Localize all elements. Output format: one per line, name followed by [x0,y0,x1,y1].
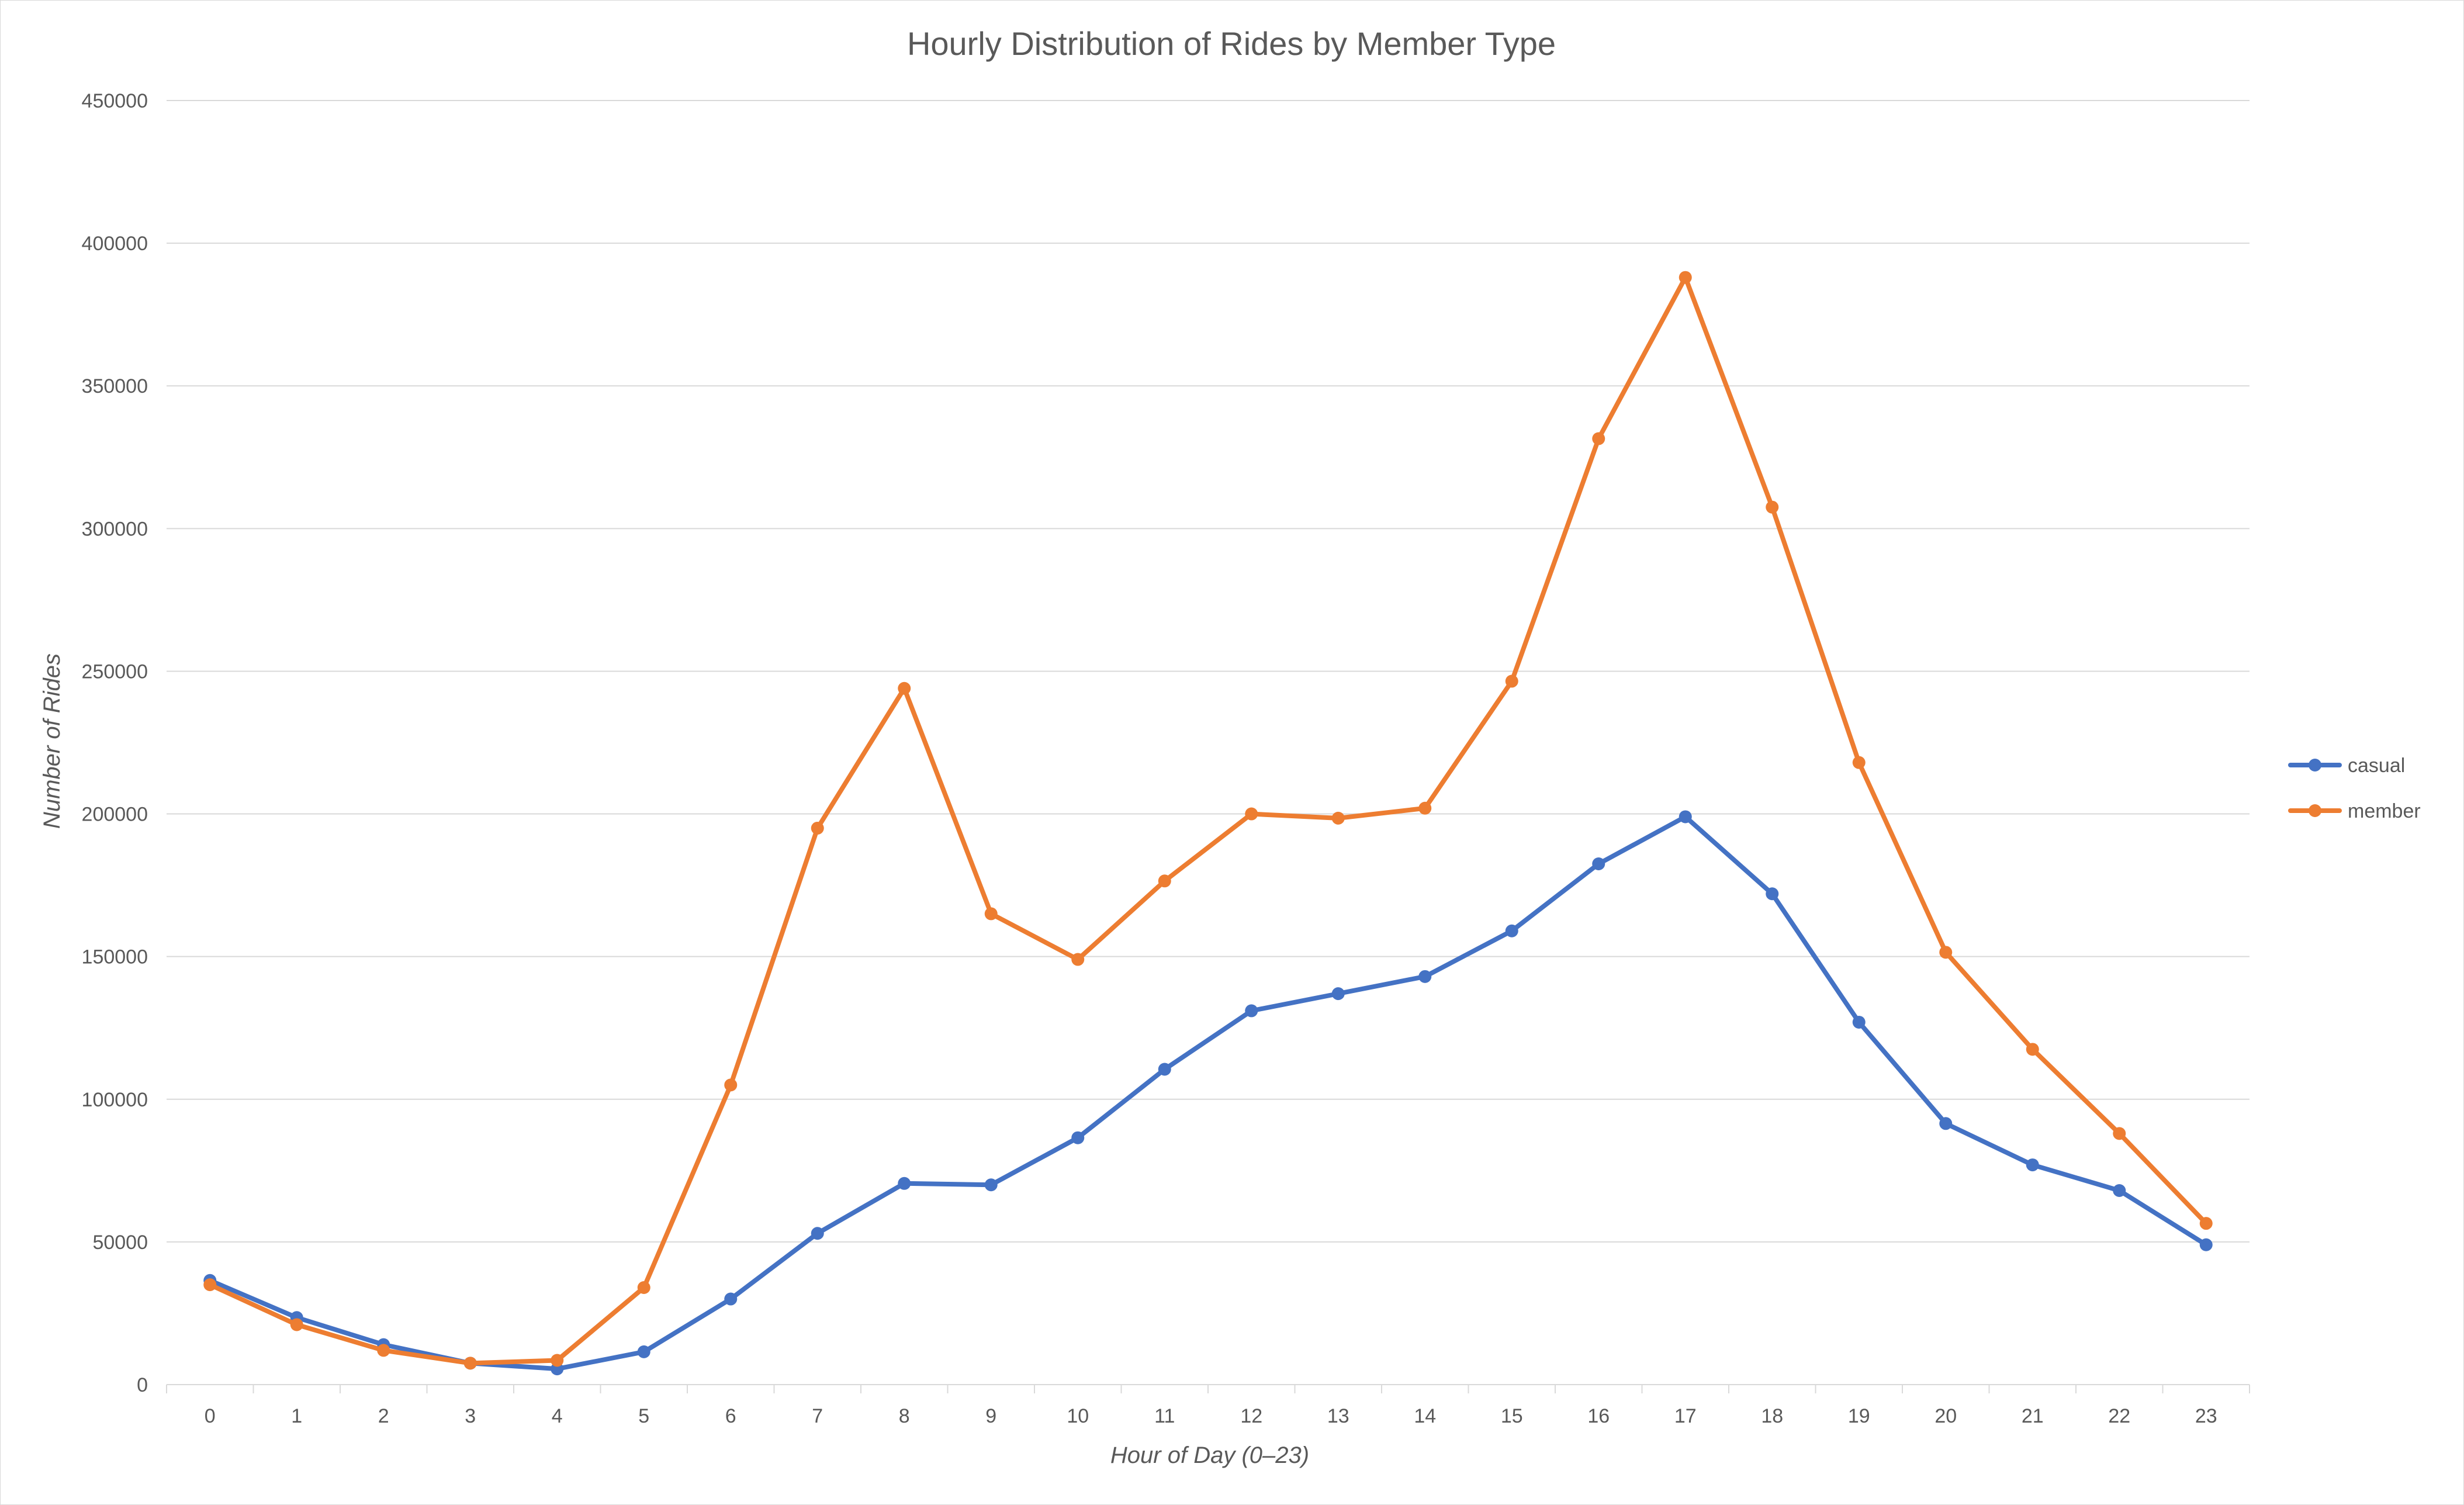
x-tick-label: 1 [291,1405,302,1427]
legend: casual member [2288,755,2421,822]
x-tick-label: 11 [1154,1405,1175,1427]
data-point-casual [1939,1117,1953,1130]
x-tick-label: 3 [465,1405,476,1427]
data-point-member [637,1281,650,1295]
y-tick-label: 250000 [82,660,148,683]
series-group [203,271,2213,1376]
data-point-member [290,1318,303,1331]
y-tick-label: 300000 [82,518,148,540]
legend-item-member: member [2288,800,2421,822]
x-tick-label: 7 [812,1405,823,1427]
y-tick-label: 0 [137,1374,148,1396]
data-point-casual [1852,1015,1866,1029]
data-point-member [377,1344,390,1357]
data-point-casual [1418,970,1432,983]
x-tick-label: 12 [1240,1405,1262,1427]
y-tick-label: 100000 [82,1089,148,1111]
data-point-member [898,681,911,695]
data-point-member [551,1354,564,1367]
x-tick-label: 0 [205,1405,216,1427]
data-point-member [811,821,824,835]
data-point-casual [1158,1063,1171,1076]
x-tick-label: 20 [1934,1405,1957,1427]
y-axis-tick-labels: 0 50000 100000 150000 200000 250000 300000 3500… [82,90,148,1396]
x-tick-label: 2 [378,1405,389,1427]
data-point-casual [1592,857,1605,870]
data-point-member [1245,807,1258,821]
x-tick-label: 14 [1414,1405,1436,1427]
data-point-member [2026,1043,2039,1056]
x-tick-label: 17 [1674,1405,1697,1427]
data-point-casual [724,1292,738,1306]
data-point-casual [637,1345,650,1358]
data-point-casual [1766,887,1779,901]
x-tick-label: 4 [552,1405,563,1427]
data-point-casual [1679,810,1692,824]
series-line-member [207,275,2209,1366]
y-tick-label: 450000 [82,90,148,112]
data-point-member [1505,674,1518,688]
data-point-member [984,907,998,921]
data-point-casual [1505,924,1518,937]
data-point-member [1331,811,1345,825]
data-point-member [1852,756,1866,769]
x-axis-title: Hour of Day (0–23) [1110,1442,1309,1468]
data-point-member [1592,432,1605,445]
data-point-casual [1331,987,1345,1001]
x-axis: 0 1 2 3 4 5 6 7 8 9 10 11 12 13 14 15 16 17 18 19 20 21 22 23 [166,1384,2250,1427]
x-tick-label: 18 [1761,1405,1783,1427]
x-tick-label: 22 [2108,1405,2130,1427]
x-tick-label: 10 [1067,1405,1089,1427]
data-point-member [1158,874,1171,888]
x-tick-label: 13 [1327,1405,1349,1427]
x-tick-label: 15 [1501,1405,1523,1427]
x-tick-label: 19 [1848,1405,1870,1427]
series-line-casual [207,814,2209,1372]
series-member [203,271,2213,1370]
x-tick-label: 21 [2022,1405,2044,1427]
series-casual [203,810,2213,1376]
y-tick-label: 150000 [82,946,148,968]
data-point-member [203,1278,217,1292]
data-point-casual [2113,1184,2126,1198]
y-tick-label: 400000 [82,233,148,255]
data-point-member [2199,1217,2213,1230]
x-tick-label: 16 [1587,1405,1610,1427]
data-point-casual [984,1178,998,1192]
data-point-member [1418,801,1432,815]
y-tick-label: 50000 [92,1231,148,1254]
gridlines [167,100,2250,1243]
y-axis-title: Number of Rides [39,653,65,829]
data-point-casual [898,1177,911,1190]
data-point-member [1939,946,1953,959]
data-point-casual [1245,1004,1258,1018]
data-point-member [463,1357,477,1370]
data-point-casual [811,1227,824,1240]
legend-label: member [2348,800,2421,822]
x-tick-label: 6 [725,1405,736,1427]
y-tick-label: 350000 [82,375,148,397]
x-tick-label: 8 [899,1405,910,1427]
data-point-member [724,1078,738,1092]
data-point-casual [2199,1238,2213,1251]
legend-swatch-marker [2309,804,2321,817]
data-point-member [1766,500,1779,514]
data-point-casual [1071,1131,1085,1144]
data-point-member [2113,1127,2126,1140]
x-tick-label: 23 [2195,1405,2217,1427]
data-point-member [1679,271,1692,284]
data-point-member [1071,953,1085,966]
x-tick-label: 5 [638,1405,649,1427]
x-tick-label: 9 [985,1405,996,1427]
legend-swatch-marker [2309,759,2321,771]
data-point-casual [2026,1158,2039,1172]
chart-title: Hourly Distribution of Rides by Member T… [907,25,1556,62]
y-tick-label: 200000 [82,804,148,826]
legend-label: casual [2348,755,2405,777]
legend-item-casual: casual [2288,755,2405,777]
